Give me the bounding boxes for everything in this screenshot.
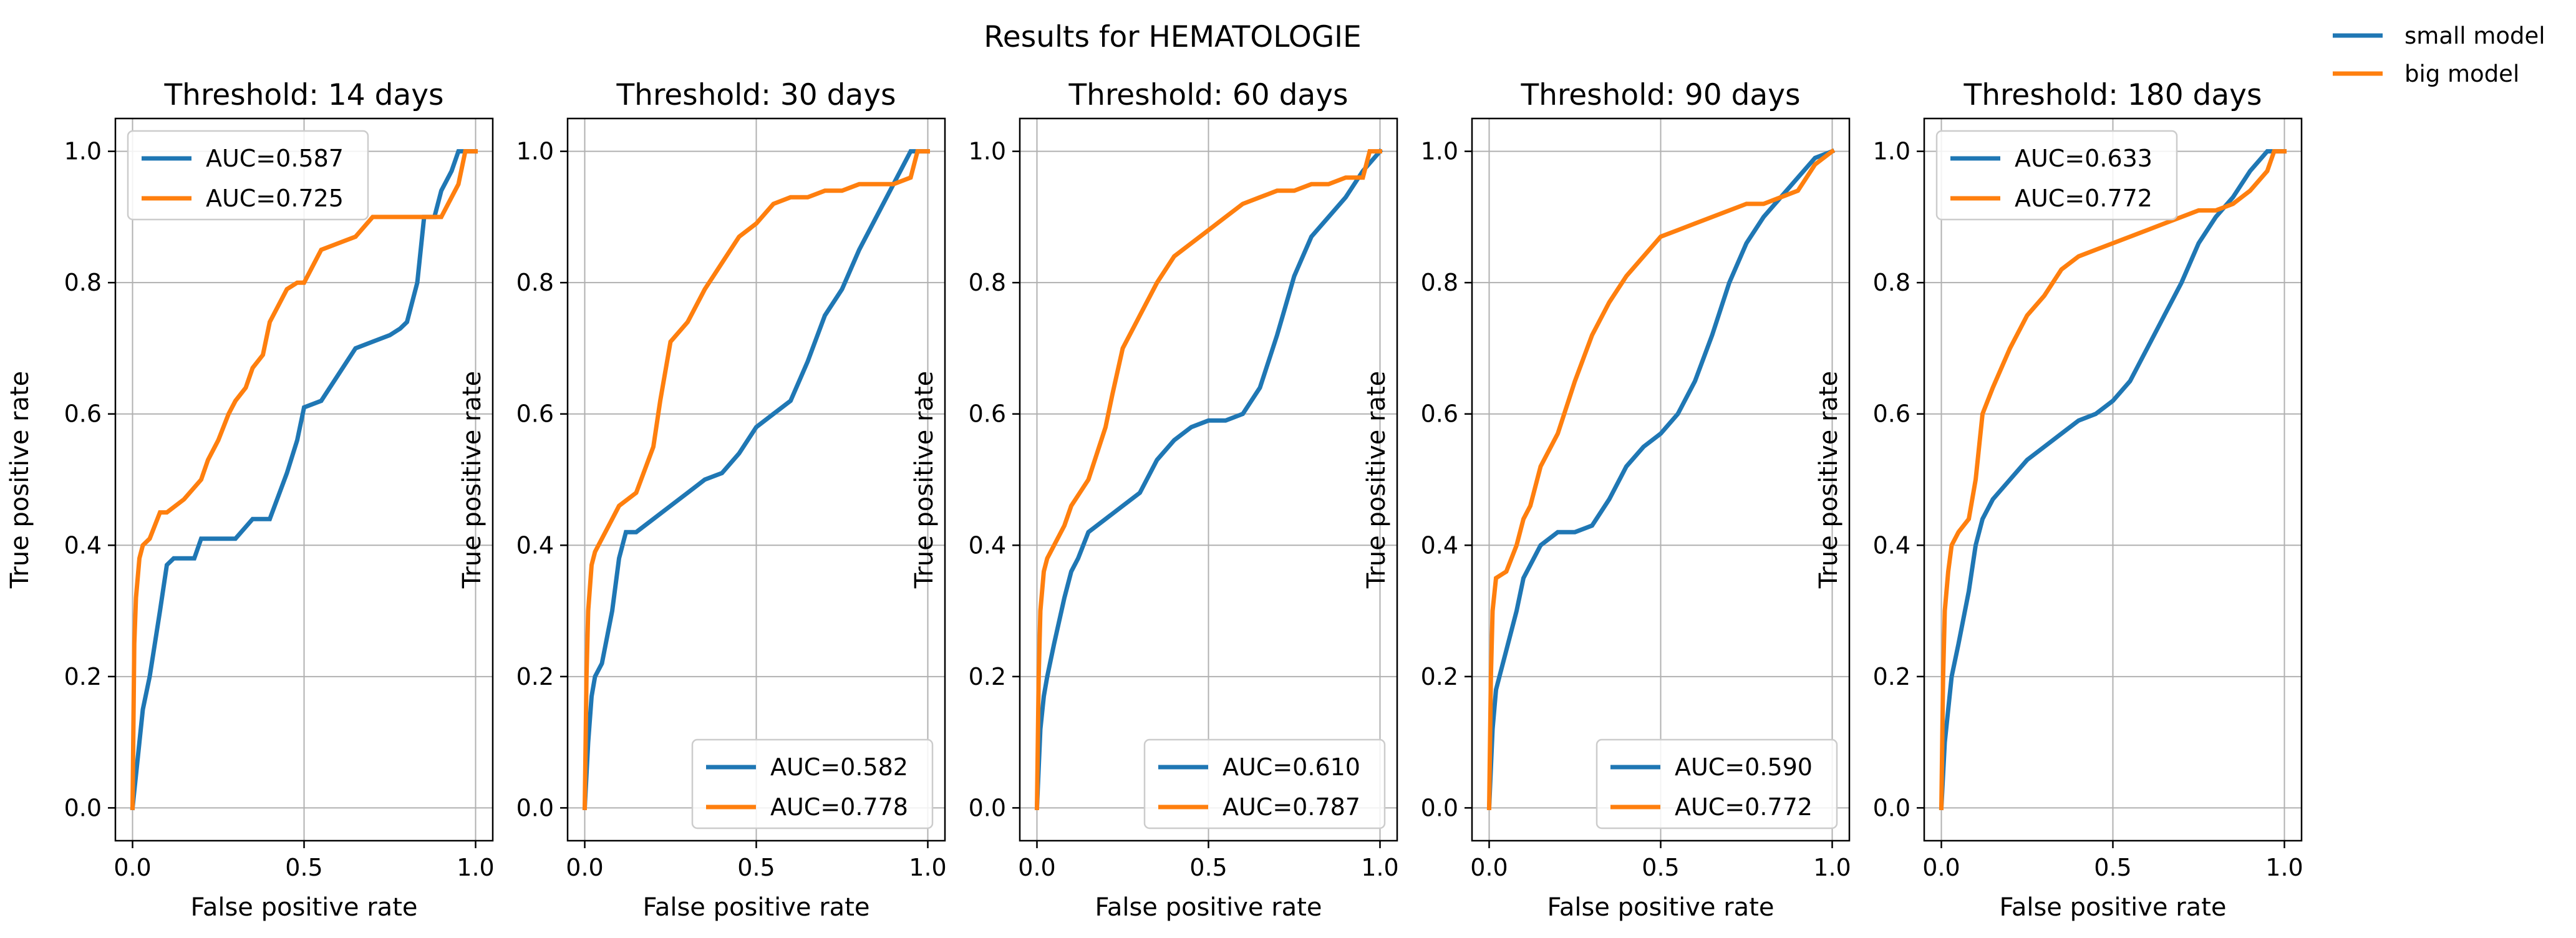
x-axis-label: False positive rate bbox=[1095, 893, 1322, 922]
y-tick-label: 0.4 bbox=[1873, 531, 1910, 559]
y-tick-label: 0.6 bbox=[1873, 400, 1910, 428]
y-tick-label: 0.2 bbox=[969, 663, 1006, 690]
y-tick-label: 0.4 bbox=[1421, 531, 1458, 559]
y-tick-label: 0.4 bbox=[969, 531, 1006, 559]
y-axis-label: True positive rate bbox=[910, 371, 939, 589]
y-tick-label: 1.0 bbox=[516, 138, 554, 165]
subplot-4: 0.0 0.5 1.0 0.0 0.2 0.4 0.6 0.8 1.0 Threshold: 90… bbox=[1362, 78, 1851, 922]
y-axis-label: True positive rate bbox=[1362, 371, 1391, 589]
y-tick-label: 0.2 bbox=[64, 663, 102, 690]
subplot-legend: AUC=0.633 AUC=0.772 bbox=[1935, 130, 2178, 221]
x-tick-label: 0.0 bbox=[1018, 854, 1055, 881]
y-tick-label: 0.6 bbox=[969, 400, 1006, 428]
x-tick-label: 0.5 bbox=[2094, 854, 2131, 881]
legend-label: AUC=0.778 bbox=[770, 793, 908, 821]
subplot-title: Threshold: 60 days bbox=[1068, 78, 1348, 112]
legend-label-small-model: small model bbox=[2404, 22, 2545, 49]
subplot-title: Threshold: 30 days bbox=[616, 78, 896, 112]
figure-title: Results for HEMATOLOGIE bbox=[984, 20, 1362, 54]
y-tick-label: 0.8 bbox=[64, 269, 102, 296]
y-tick-label: 0.2 bbox=[516, 663, 554, 690]
x-tick-label: 1.0 bbox=[1813, 854, 1851, 881]
roc-curve-small-model bbox=[1939, 149, 2287, 811]
y-axis-label: True positive rate bbox=[1814, 371, 1843, 589]
x-axis-label: False positive rate bbox=[2000, 893, 2227, 922]
y-tick-label: 0.8 bbox=[1421, 269, 1458, 296]
subplot-legend: AUC=0.610 AUC=0.787 bbox=[1143, 738, 1386, 829]
x-tick-label: 0.5 bbox=[285, 854, 322, 881]
y-tick-label: 0.8 bbox=[516, 269, 554, 296]
x-axis-label: False positive rate bbox=[191, 893, 418, 922]
roc-curve-big-model bbox=[130, 149, 478, 810]
x-tick-label: 0.0 bbox=[1922, 854, 1960, 881]
y-axis-label: True positive rate bbox=[6, 371, 34, 589]
legend-label: AUC=0.590 bbox=[1675, 753, 1813, 781]
y-tick-label: 1.0 bbox=[64, 138, 102, 165]
legend-label: AUC=0.725 bbox=[206, 185, 344, 212]
x-axis-label: False positive rate bbox=[643, 893, 870, 922]
x-tick-label: 1.0 bbox=[2265, 854, 2303, 881]
subplot-2: 0.0 0.5 1.0 0.0 0.2 0.4 0.6 0.8 1.0 Threshold: 30… bbox=[458, 78, 947, 922]
x-tick-label: 0.0 bbox=[566, 854, 603, 881]
roc-curve-small-model bbox=[1486, 148, 1836, 811]
y-tick-label: 0.6 bbox=[516, 400, 554, 428]
roc-curve-big-model bbox=[1486, 148, 1836, 810]
x-tick-label: 1.0 bbox=[457, 854, 494, 881]
y-tick-label: 0.0 bbox=[1873, 794, 1910, 821]
x-tick-label: 0.0 bbox=[1470, 854, 1508, 881]
subplot-title: Threshold: 14 days bbox=[163, 78, 443, 112]
figure-legend: small model big model bbox=[2333, 22, 2545, 87]
y-tick-label: 0.8 bbox=[1873, 269, 1910, 296]
y-tick-label: 0.8 bbox=[969, 269, 1006, 296]
subplot-5: 0.0 0.5 1.0 0.0 0.2 0.4 0.6 0.8 1.0 Threshold: 18… bbox=[1814, 78, 2303, 922]
subplots: 0.0 0.5 1.0 0.0 0.2 0.4 0.6 0.8 1.0 Threshold: 14… bbox=[6, 78, 2303, 922]
y-tick-label: 0.6 bbox=[1421, 400, 1458, 428]
y-tick-label: 1.0 bbox=[1873, 138, 1910, 165]
subplot-legend: AUC=0.582 AUC=0.778 bbox=[691, 738, 934, 829]
y-axis-label: True positive rate bbox=[458, 371, 487, 589]
subplot-1: 0.0 0.5 1.0 0.0 0.2 0.4 0.6 0.8 1.0 Threshold: 14… bbox=[6, 78, 495, 922]
y-tick-label: 0.4 bbox=[64, 531, 102, 559]
roc-curve-big-model bbox=[1034, 149, 1382, 810]
roc-curve-small-model bbox=[582, 149, 930, 811]
y-tick-label: 0.6 bbox=[64, 400, 102, 428]
subplot-legend: AUC=0.587 AUC=0.725 bbox=[127, 130, 369, 221]
legend-label: AUC=0.772 bbox=[2015, 185, 2152, 212]
x-axis-label: False positive rate bbox=[1547, 893, 1775, 922]
legend-label-big-model: big model bbox=[2404, 60, 2519, 87]
y-tick-label: 0.4 bbox=[516, 531, 554, 559]
legend-label: AUC=0.587 bbox=[206, 145, 344, 172]
y-tick-label: 0.2 bbox=[1421, 663, 1458, 690]
x-tick-label: 0.5 bbox=[1642, 854, 1679, 881]
legend-label: AUC=0.582 bbox=[770, 753, 908, 781]
subplot-title: Threshold: 180 days bbox=[1963, 78, 2262, 112]
roc-curve-big-model bbox=[1939, 149, 2287, 810]
x-tick-label: 1.0 bbox=[1361, 854, 1398, 881]
legend-label: AUC=0.633 bbox=[2015, 145, 2152, 172]
legend-label: AUC=0.772 bbox=[1675, 793, 1813, 821]
y-tick-label: 0.0 bbox=[64, 794, 102, 821]
x-tick-label: 0.5 bbox=[1189, 854, 1227, 881]
y-tick-label: 1.0 bbox=[1421, 138, 1458, 165]
roc-curve-big-model bbox=[582, 149, 930, 810]
y-tick-label: 0.0 bbox=[516, 794, 554, 821]
subplot-legend: AUC=0.590 AUC=0.772 bbox=[1595, 738, 1838, 829]
x-tick-label: 0.5 bbox=[737, 854, 775, 881]
x-tick-label: 1.0 bbox=[909, 854, 946, 881]
y-tick-label: 0.0 bbox=[1421, 794, 1458, 821]
legend-label: AUC=0.610 bbox=[1223, 753, 1360, 781]
y-tick-label: 0.2 bbox=[1873, 663, 1910, 690]
roc-curve-small-model bbox=[1034, 148, 1383, 811]
x-tick-label: 0.0 bbox=[114, 854, 151, 881]
subplot-3: 0.0 0.5 1.0 0.0 0.2 0.4 0.6 0.8 1.0 Threshold: 60… bbox=[910, 78, 1399, 922]
y-tick-label: 0.0 bbox=[969, 794, 1006, 821]
y-tick-label: 1.0 bbox=[969, 138, 1006, 165]
subplot-title: Threshold: 90 days bbox=[1520, 78, 1800, 112]
legend-label: AUC=0.787 bbox=[1223, 793, 1360, 821]
